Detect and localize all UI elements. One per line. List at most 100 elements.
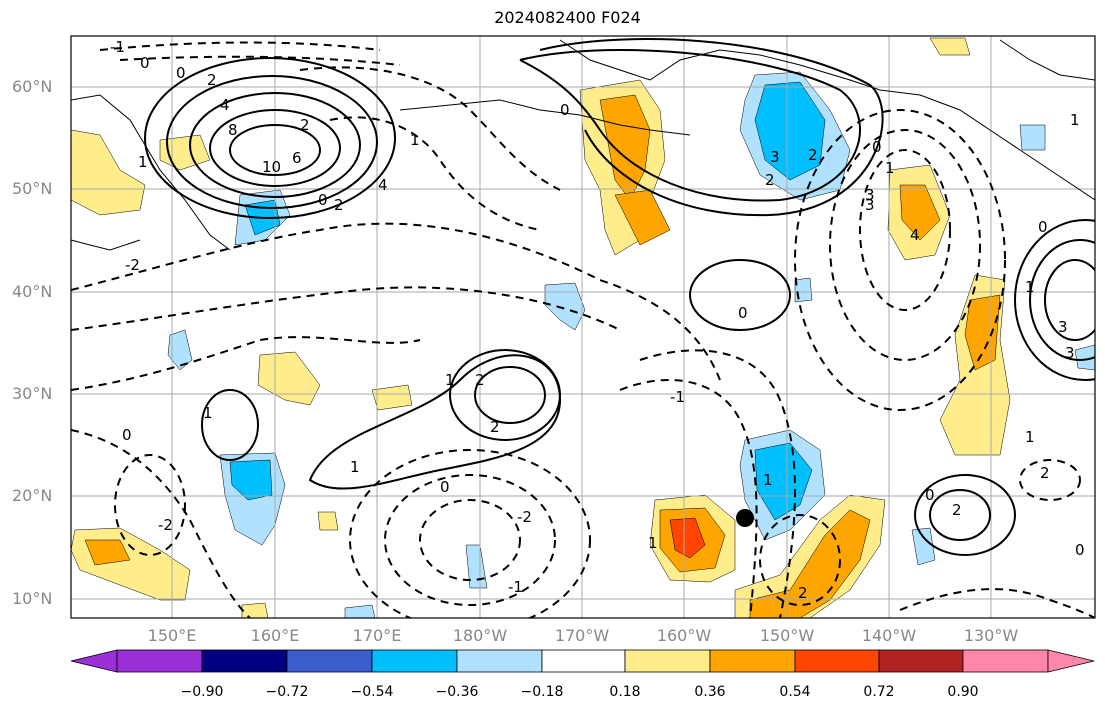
contour-label: 3 bbox=[1058, 318, 1068, 336]
colorbar-tick-label: −0.36 bbox=[435, 684, 479, 700]
colorbar-swatch bbox=[962, 649, 1049, 673]
contour-label: 2 bbox=[300, 116, 310, 134]
colorbar-swatch bbox=[456, 649, 543, 673]
lat-label: 50°N bbox=[12, 179, 53, 198]
contour-label: 0 bbox=[738, 304, 748, 322]
contour-label: 1 bbox=[445, 371, 455, 389]
shade-patch bbox=[317, 511, 339, 531]
shade-patch bbox=[241, 602, 269, 618]
colorbar-tick-label: 0.90 bbox=[947, 684, 979, 700]
colorbar-extend-left bbox=[70, 649, 118, 673]
shade-patch bbox=[794, 277, 813, 303]
lon-label: 160°E bbox=[250, 626, 300, 645]
shade-patch bbox=[754, 442, 813, 521]
shade-patch bbox=[167, 329, 193, 371]
contour-label: 1 bbox=[1070, 111, 1080, 129]
colorbar-tick-label: 0.72 bbox=[863, 684, 895, 700]
contour-label: 0 bbox=[560, 101, 570, 119]
contour-label: 3 bbox=[865, 186, 875, 204]
colorbar-swatch bbox=[541, 649, 626, 673]
contour-label: 0 bbox=[122, 426, 132, 444]
shade-patch bbox=[257, 351, 321, 406]
shade-patch bbox=[344, 604, 376, 618]
contour-label: 2 bbox=[952, 501, 962, 519]
shade-patch bbox=[371, 384, 413, 411]
contour-label: 0 bbox=[176, 64, 186, 82]
contour-label: 4 bbox=[378, 176, 388, 194]
lat-label: 10°N bbox=[12, 589, 53, 608]
contour-label: 2 bbox=[475, 371, 485, 389]
coastline-kamchatka bbox=[71, 94, 231, 251]
shade-patch bbox=[1019, 124, 1046, 151]
contour-label: -2 bbox=[125, 256, 140, 274]
contour-label: 3 bbox=[1065, 344, 1075, 362]
contour-label: 1 bbox=[1025, 278, 1035, 296]
colorbar-swatch bbox=[794, 649, 880, 673]
contour-label: 6 bbox=[292, 149, 302, 167]
colorbar-swatch bbox=[286, 649, 373, 673]
contour-label: -2 bbox=[517, 508, 532, 526]
colorbar-swatch bbox=[878, 649, 964, 673]
contour-label: 10 bbox=[262, 158, 281, 176]
colorbar-tick-label: −0.54 bbox=[350, 684, 394, 700]
colorbar bbox=[70, 649, 1095, 673]
lat-label: 30°N bbox=[12, 384, 53, 403]
shade-patch bbox=[465, 544, 488, 589]
shade-patch bbox=[544, 282, 586, 331]
lon-label: 160°W bbox=[656, 626, 712, 645]
shade-patch bbox=[71, 129, 146, 216]
plot-frame bbox=[70, 35, 1096, 619]
contour-label: 1 bbox=[203, 404, 213, 422]
contour-label: 2 bbox=[808, 146, 818, 164]
coastline-alaska bbox=[559, 39, 1095, 201]
contour-label: 2 bbox=[334, 196, 344, 214]
contour-label: 0 bbox=[140, 54, 150, 72]
contour-label: 3 bbox=[770, 148, 780, 166]
contours-negative bbox=[71, 41, 1095, 618]
shade-patch bbox=[911, 527, 936, 566]
contour-label: 1 bbox=[1025, 428, 1035, 446]
colorbar-tick-label: −0.72 bbox=[265, 684, 309, 700]
colorbar-swatch bbox=[201, 649, 288, 673]
contour-label: 0 bbox=[318, 191, 328, 209]
shade-patch bbox=[84, 539, 131, 566]
colorbar-tick-label: 0.54 bbox=[779, 684, 811, 700]
contour-label: 2 bbox=[207, 71, 217, 89]
colorbar-extend-right bbox=[1047, 649, 1095, 673]
contour-label: 1 bbox=[648, 534, 658, 552]
contour-label: -2 bbox=[158, 516, 173, 534]
lat-label: 20°N bbox=[12, 486, 53, 505]
shade-patch bbox=[899, 184, 941, 241]
contour-label: 1 bbox=[350, 458, 360, 476]
contours-positive bbox=[144, 38, 1095, 556]
contour-label: 0 bbox=[925, 486, 935, 504]
contour-label: 0 bbox=[872, 138, 882, 156]
shade-patch bbox=[1074, 344, 1095, 371]
contour-label: 3 bbox=[865, 196, 875, 214]
contour-label: 0 bbox=[1038, 218, 1048, 236]
contour-label: -1 bbox=[508, 578, 523, 596]
shade-patch bbox=[229, 459, 273, 501]
map-title: 2024082400 F024 bbox=[494, 8, 641, 27]
colorbar-tick-label: −0.18 bbox=[520, 684, 564, 700]
station-dot bbox=[736, 509, 754, 527]
shading-layer bbox=[71, 37, 1095, 618]
colorbar-swatch bbox=[709, 649, 796, 673]
shade-patch bbox=[754, 81, 826, 181]
lon-label: 150°E bbox=[147, 626, 197, 645]
colorbar-tick-label: 0.18 bbox=[609, 684, 641, 700]
lat-label: 60°N bbox=[12, 77, 53, 96]
coastline-asia bbox=[71, 239, 141, 251]
contour-label: 4 bbox=[220, 96, 230, 114]
colorbar-tick-label: 0.36 bbox=[694, 684, 726, 700]
contour-label: 1 bbox=[410, 131, 420, 149]
map-plot-area: -1 0 0 2 4 8 10 6 2 0 2 4 1 1 -2 0 1 3 2… bbox=[71, 36, 1095, 618]
contour-label: 1 bbox=[763, 471, 773, 489]
lon-label: 170°E bbox=[352, 626, 402, 645]
lon-label: 150°W bbox=[759, 626, 815, 645]
colorbar-swatch bbox=[371, 649, 458, 673]
colorbar-tick-label: −0.90 bbox=[180, 684, 224, 700]
contour-label: 4 bbox=[910, 226, 920, 244]
lat-label: 40°N bbox=[12, 282, 53, 301]
coastlines bbox=[71, 39, 1095, 251]
